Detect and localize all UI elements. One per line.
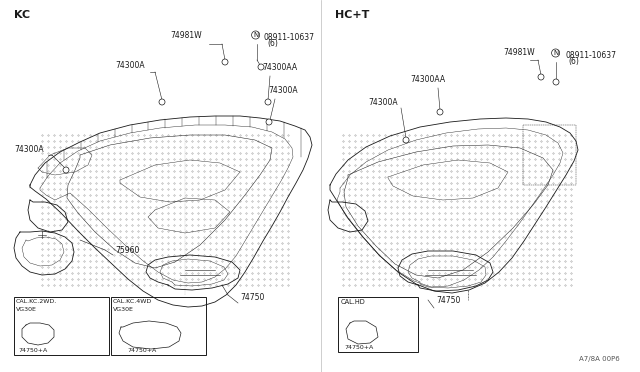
Text: HC+T: HC+T — [335, 10, 369, 20]
Circle shape — [222, 59, 228, 65]
Text: 74981W: 74981W — [170, 31, 202, 40]
Circle shape — [265, 99, 271, 105]
Text: 74300AA: 74300AA — [262, 63, 297, 72]
Circle shape — [63, 167, 69, 173]
Text: N: N — [553, 50, 558, 56]
Text: (6): (6) — [568, 57, 579, 66]
Text: 74750+A: 74750+A — [18, 348, 47, 353]
Text: 75960: 75960 — [115, 246, 140, 255]
Circle shape — [437, 109, 443, 115]
Circle shape — [538, 74, 544, 80]
Circle shape — [553, 79, 559, 85]
Bar — [111, 297, 206, 355]
Text: CAL.KC.4WD: CAL.KC.4WD — [113, 299, 152, 304]
Text: 74300A: 74300A — [368, 98, 397, 107]
Bar — [338, 297, 418, 352]
Text: 74300A: 74300A — [14, 145, 44, 154]
Text: 74750: 74750 — [436, 296, 460, 305]
Text: 74300A: 74300A — [268, 86, 298, 95]
Circle shape — [258, 64, 264, 70]
Text: 74300AA: 74300AA — [410, 75, 445, 84]
Text: CAL.KC.2WD.: CAL.KC.2WD. — [16, 299, 57, 304]
Circle shape — [266, 119, 272, 125]
Text: 74981W: 74981W — [503, 48, 534, 57]
Text: 74750+A: 74750+A — [127, 348, 156, 353]
Text: 74750+A: 74750+A — [344, 345, 373, 350]
Circle shape — [159, 99, 165, 105]
Text: 74300A: 74300A — [115, 61, 145, 70]
Text: KC: KC — [14, 10, 30, 20]
Text: 08911-10637: 08911-10637 — [264, 32, 315, 42]
Text: N: N — [253, 32, 259, 38]
Text: 08911-10637: 08911-10637 — [565, 51, 616, 60]
Text: VG30E: VG30E — [113, 307, 134, 312]
Text: A7/8A 00P6: A7/8A 00P6 — [579, 356, 620, 362]
Text: VG30E: VG30E — [16, 307, 37, 312]
Bar — [14, 297, 109, 355]
Text: CAL.HD: CAL.HD — [341, 299, 365, 305]
Text: 74750: 74750 — [240, 293, 264, 302]
Circle shape — [403, 137, 409, 143]
Text: (6): (6) — [267, 39, 278, 48]
